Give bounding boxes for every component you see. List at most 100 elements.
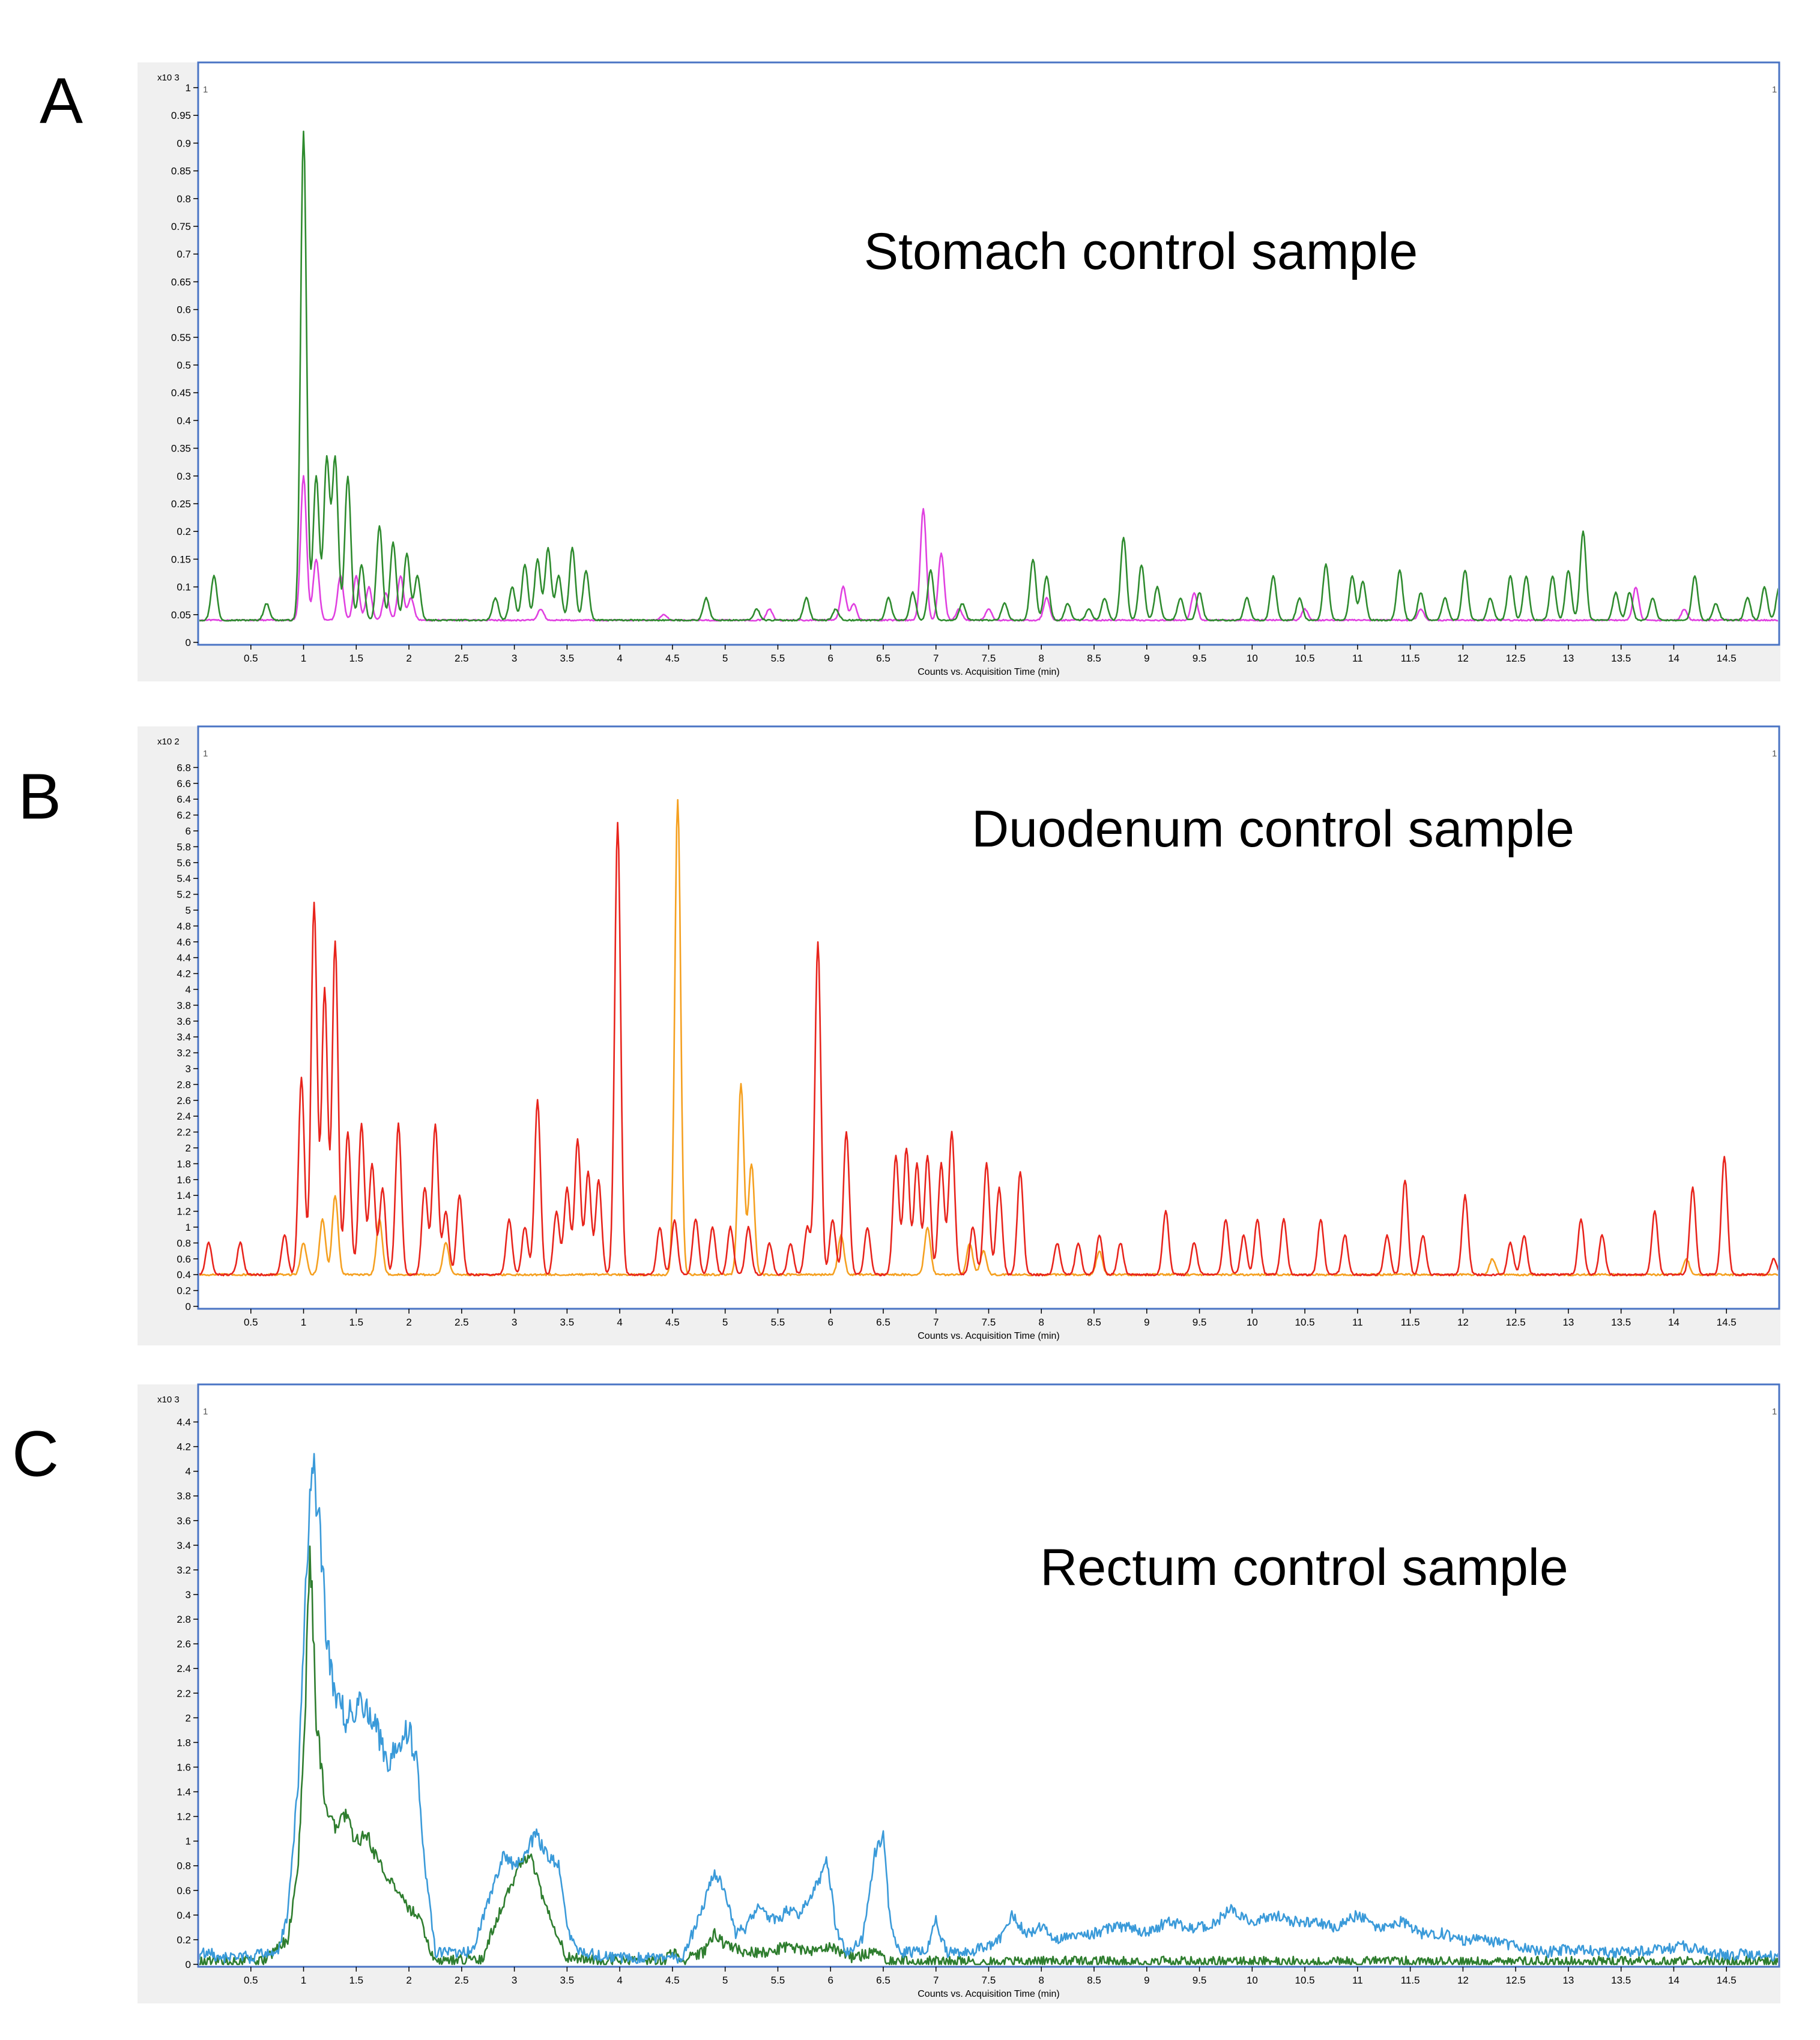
y-tick-label: 0.25	[171, 498, 191, 510]
y-tick-label: 4.8	[177, 920, 191, 932]
x-tick-label: 1.5	[349, 653, 363, 664]
y-tick-label: 0.35	[171, 443, 191, 454]
x-tick-label: 7.5	[982, 1975, 996, 1986]
y-tick-label: 5	[186, 905, 191, 916]
x-tick-label: 8	[1039, 1317, 1044, 1328]
x-tick-label: 10.5	[1295, 1317, 1315, 1328]
y-tick-label: 2.6	[177, 1095, 191, 1106]
y-tick-label: 2	[186, 1712, 191, 1724]
y-tick-label: 0.15	[171, 554, 191, 565]
x-tick-label: 12.5	[1506, 1975, 1526, 1986]
x-tick-label: 3	[512, 1975, 517, 1986]
x-tick-label: 8.5	[1087, 1317, 1101, 1328]
y-tick-label: 0.8	[177, 193, 191, 205]
x-tick-label: 5.5	[771, 1317, 785, 1328]
y-tick-label: 1.4	[177, 1190, 191, 1201]
y-tick-label: 4.2	[177, 1441, 191, 1453]
plot-area	[197, 1383, 1780, 1968]
x-tick-label: 8.5	[1087, 1975, 1101, 1986]
y-tick-label: 0.3	[177, 471, 191, 482]
x-tick-label: 14	[1668, 653, 1679, 664]
corner-label-left: 1	[203, 85, 208, 95]
x-tick-label: 12.5	[1506, 653, 1526, 664]
x-tick-label: 6.5	[876, 653, 890, 664]
x-tick-label: 0.5	[244, 1317, 258, 1328]
x-axis-title: Counts vs. Acquisition Time (min)	[918, 1331, 1060, 1341]
y-tick-label: 0.6	[177, 304, 191, 316]
x-tick-label: 14.5	[1717, 1975, 1737, 1986]
corner-label-right: 1	[1772, 1407, 1777, 1417]
x-tick-label: 1.5	[349, 1975, 363, 1986]
x-tick-label: 8	[1039, 653, 1044, 664]
panel-letter: C	[12, 1417, 59, 1489]
y-tick-label: 0.4	[177, 415, 191, 426]
y-tick-label: 0.45	[171, 387, 191, 399]
x-tick-label: 10	[1247, 653, 1258, 664]
panel-caption: Stomach control sample	[864, 223, 1418, 280]
x-tick-label: 10.5	[1295, 1975, 1315, 1986]
series-line-trace-magenta	[199, 475, 1778, 622]
y-tick-label: 1.6	[177, 1174, 191, 1186]
x-tick-label: 3	[512, 1317, 517, 1328]
plot-area	[197, 61, 1780, 646]
x-tick-label: 13	[1562, 1975, 1574, 1986]
x-tick-label: 10	[1247, 1317, 1258, 1328]
y-tick-label: 3.6	[177, 1515, 191, 1527]
y-tick-label: 0.5	[177, 360, 191, 371]
y-tick-label: 0.8	[177, 1860, 191, 1872]
y-tick-label: 4.2	[177, 968, 191, 980]
x-tick-label: 12	[1457, 653, 1469, 664]
y-tick-label: 3.4	[177, 1031, 191, 1043]
x-tick-label: 13.5	[1611, 1975, 1631, 1986]
y-tick-label: 0.55	[171, 332, 191, 343]
y-tick-label: 4	[186, 984, 191, 995]
y-tick-label: 2.8	[177, 1079, 191, 1090]
x-tick-label: 11.5	[1401, 1975, 1420, 1986]
y-tick-label: 6.4	[177, 794, 191, 805]
y-tick-label: 0.1	[177, 582, 191, 593]
x-tick-label: 8	[1039, 1975, 1044, 1986]
y-tick-label: 0.6	[177, 1254, 191, 1265]
x-tick-label: 5	[722, 1317, 728, 1328]
y-tick-label: 6	[186, 825, 191, 837]
y-tick-label: 1	[186, 1222, 191, 1233]
y-tick-label: 3.2	[177, 1048, 191, 1059]
y-tick-label: 2.4	[177, 1111, 191, 1122]
x-tick-label: 10	[1247, 1975, 1258, 1986]
x-tick-label: 3.5	[560, 653, 575, 664]
x-tick-label: 4.5	[665, 653, 680, 664]
y-tick-label: 3	[186, 1063, 191, 1075]
y-tick-label: 4	[186, 1466, 191, 1477]
x-tick-label: 1.5	[349, 1317, 363, 1328]
x-tick-label: 12.5	[1506, 1317, 1526, 1328]
x-tick-label: 2.5	[455, 1317, 469, 1328]
x-axis-title: Counts vs. Acquisition Time (min)	[918, 1989, 1060, 1999]
x-tick-label: 12	[1457, 1975, 1469, 1986]
x-tick-label: 10.5	[1295, 653, 1315, 664]
x-tick-label: 11.5	[1401, 1317, 1420, 1328]
panel-caption: Rectum control sample	[1040, 1539, 1568, 1596]
y-tick-label: 3.2	[177, 1565, 191, 1576]
y-tick-label: 5.4	[177, 873, 191, 884]
corner-label-right: 1	[1772, 749, 1777, 759]
y-axis-multiplier: x10 3	[157, 73, 180, 83]
y-tick-label: 2	[186, 1142, 191, 1154]
corner-label-right: 1	[1772, 85, 1777, 95]
x-tick-label: 9.5	[1193, 1317, 1207, 1328]
x-tick-label: 3.5	[560, 1317, 575, 1328]
x-tick-label: 13	[1562, 653, 1574, 664]
series-line-trace-blue	[199, 1453, 1778, 1964]
y-tick-label: 1.6	[177, 1761, 191, 1773]
series-line-trace-green	[199, 1545, 1778, 1966]
x-tick-label: 11	[1352, 653, 1363, 664]
x-tick-label: 5	[722, 653, 728, 664]
x-tick-label: 9	[1144, 1317, 1149, 1328]
series-line-trace-orange	[199, 798, 1778, 1277]
panel-caption: Duodenum control sample	[972, 800, 1574, 858]
y-tick-label: 4.4	[177, 1417, 191, 1428]
y-tick-label: 5.2	[177, 889, 191, 901]
x-tick-label: 6.5	[876, 1975, 890, 1986]
